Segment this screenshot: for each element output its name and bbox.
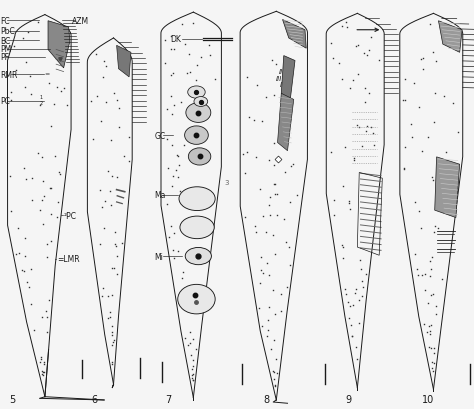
Text: AZM: AZM [73, 17, 90, 26]
Text: PC: PC [0, 97, 10, 106]
Text: 2: 2 [40, 101, 43, 106]
Ellipse shape [179, 187, 215, 211]
Polygon shape [278, 94, 294, 151]
Text: PF: PF [0, 53, 9, 62]
Text: =LMR: =LMR [57, 254, 80, 263]
Text: ²PC: ²PC [64, 211, 76, 220]
Text: GC: GC [155, 131, 166, 140]
Text: 10: 10 [422, 394, 435, 404]
Polygon shape [281, 56, 295, 102]
Text: 5: 5 [9, 394, 15, 404]
Text: =: = [44, 72, 49, 77]
Polygon shape [117, 46, 131, 78]
Text: 1: 1 [40, 95, 43, 100]
Polygon shape [48, 22, 70, 69]
Text: 9: 9 [345, 394, 351, 404]
Text: III: III [275, 76, 282, 81]
Text: PbC: PbC [0, 27, 15, 36]
Ellipse shape [186, 103, 211, 123]
Text: 6: 6 [91, 394, 98, 404]
Polygon shape [283, 20, 306, 49]
Text: II: II [279, 69, 283, 74]
Text: Mi: Mi [155, 252, 164, 261]
Text: 7: 7 [165, 394, 172, 404]
Text: PM: PM [0, 45, 11, 54]
Text: 3: 3 [225, 180, 229, 186]
Ellipse shape [185, 248, 211, 265]
Ellipse shape [194, 97, 208, 107]
Text: 8: 8 [264, 394, 270, 404]
Ellipse shape [188, 148, 211, 166]
Polygon shape [435, 157, 460, 218]
Text: Ma: Ma [155, 191, 166, 200]
Text: RMR: RMR [0, 70, 18, 79]
Ellipse shape [180, 217, 214, 239]
Ellipse shape [184, 127, 208, 145]
Text: DK: DK [170, 35, 181, 44]
Text: I: I [280, 82, 283, 88]
Polygon shape [438, 22, 462, 53]
Ellipse shape [188, 87, 205, 99]
Ellipse shape [178, 285, 215, 314]
Text: BC: BC [0, 37, 10, 46]
Text: FC: FC [0, 17, 9, 26]
